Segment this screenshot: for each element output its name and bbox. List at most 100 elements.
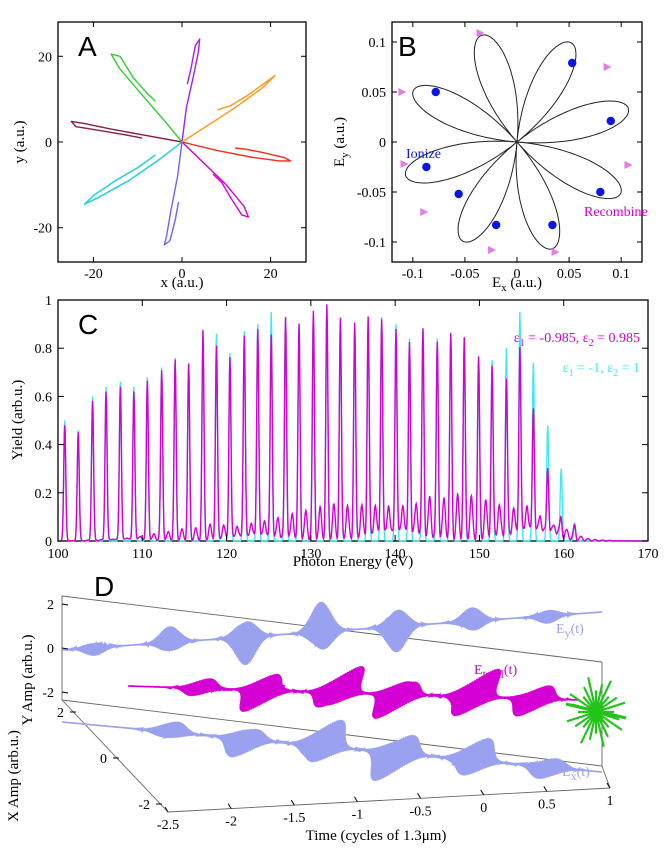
x-tick-label: 140: [385, 547, 406, 562]
star-ray: [595, 680, 612, 713]
time-tick-label: -1: [352, 808, 364, 823]
star-ray: [580, 711, 597, 744]
panel-d: D -2.5 -2 -1.5 -1 -0.5 0 0.5 1-202-202 Ey(t) Et…: [6, 571, 627, 844]
recombine-point: [551, 248, 560, 256]
time-tick: [417, 793, 422, 799]
xamp-tick-label: -2: [138, 798, 150, 813]
star-ray: [595, 696, 618, 713]
yamp-tick-label: 0: [47, 642, 54, 657]
time-tick-label: -1.5: [283, 811, 305, 826]
panel-c-letter: C: [78, 309, 98, 340]
box-edge: [61, 699, 169, 813]
star-ray: [566, 710, 597, 723]
yamp-tick-label: 2: [47, 598, 54, 613]
ionize-point: [606, 116, 615, 126]
star-ray: [594, 711, 605, 748]
star-ray: [595, 701, 626, 714]
x-tick-label: 100: [48, 547, 69, 562]
panel-d-ticks: -2.5 -2 -1.5 -1 -0.5 0 0.5 1-202-202: [42, 598, 613, 833]
time-tick-label: -2.5: [157, 818, 179, 833]
time-tick: [606, 782, 611, 789]
y-tick-label: 1: [45, 294, 52, 309]
panel-b-letter: B: [398, 31, 417, 62]
panel-d-waveforms: [61, 601, 627, 782]
waveform-path: [61, 601, 603, 666]
panel-d-ylabel-y: Y Amp (arb.u.): [20, 634, 36, 725]
ionize-point: [596, 187, 605, 197]
ionize-point: [422, 162, 431, 172]
panel-a-ylabel: y (a.u.): [12, 121, 28, 164]
panel-a-xlabel: x (a.u.): [161, 275, 204, 291]
x-tick-label: 110: [132, 547, 152, 562]
y-tick-label: 0: [45, 535, 52, 550]
panel-d-etotal-label: Etotal(t): [474, 663, 517, 681]
y-tick-label: -0.1: [364, 236, 386, 251]
yamp-tick: [61, 647, 69, 650]
time-tick-label: 0.5: [538, 797, 556, 812]
y-tick-label: 0.4: [35, 439, 53, 454]
time-tick-label: 1: [607, 794, 614, 809]
x-tick-label: 120: [216, 547, 237, 562]
xamp-tick-label: 2: [57, 706, 64, 721]
recombine-point: [603, 63, 612, 71]
time-tick-label: -2: [225, 815, 237, 830]
panel-b: B -0.1 -0.05 0 0.05 0.1 -0.1 -0.05 0 0.05 0.1 Ion…: [332, 21, 648, 294]
yamp-tick-label: -2: [42, 686, 54, 701]
time-tick: [543, 786, 548, 792]
star-ray: [574, 711, 597, 728]
trajectory-line: [83, 141, 183, 205]
star-ray: [587, 676, 598, 713]
field-polarization-star: [565, 676, 627, 748]
panel-c: C 100 110 120 130 140 150 160 17000.20.40.60.81…: [10, 294, 659, 570]
time-tick: [353, 796, 358, 802]
trajectory-line: [83, 141, 183, 205]
trajectory-line: [181, 74, 276, 143]
panel-c-ylabel: Yield (arb.u.): [10, 380, 26, 460]
panel-b-recombine-label: Recombine: [584, 205, 648, 220]
panel-c-frame: [57, 299, 649, 542]
waveform-path: [128, 665, 580, 720]
star-ray: [565, 702, 627, 720]
y-tick-label: 0: [379, 136, 386, 151]
trajectory-line: [181, 141, 250, 218]
time-tick-label: 0: [480, 801, 487, 816]
y-tick-label: -0.05: [357, 186, 386, 201]
x-tick-label: 160: [553, 547, 574, 562]
recombine-point: [476, 29, 485, 37]
panel-c-series-magenta: [57, 304, 649, 542]
x-tick-label: 0.1: [612, 267, 630, 282]
recombine-point: [624, 161, 633, 169]
panel-c-legend-cyan: ε1 = -1, ε2 = 1: [563, 361, 640, 379]
recombine-point: [488, 246, 496, 254]
ionize-point: [491, 220, 501, 230]
x-tick-label: 20: [264, 267, 278, 282]
ionize-point: [548, 220, 557, 230]
waveform: [61, 601, 603, 666]
x-tick-label: -20: [84, 267, 103, 282]
waveform: [62, 719, 602, 782]
yamp-tick: [61, 603, 69, 606]
panel-b-ionize-label: Ionize: [406, 147, 441, 162]
panel-d-ey-label: Ey(t): [556, 622, 584, 640]
x-tick-label: 0: [514, 267, 521, 282]
ionize-point: [568, 58, 577, 68]
panel-c-ticks: 100 110 120 130 140 150 160 170 0 0.2 0.4 0.6 0.8 1: [35, 294, 659, 562]
box-edge: [601, 765, 611, 789]
ionize-point: [431, 87, 440, 97]
panel-b-xlabel: Ex (a.u.): [492, 275, 542, 294]
panel-a-trajectories: [70, 38, 292, 246]
panel-b-frame: [391, 21, 643, 263]
panel-d-letter: D: [94, 571, 114, 602]
trajectory-line: [181, 38, 201, 143]
panel-a-letter: A: [78, 31, 97, 62]
box-edge: [167, 787, 611, 813]
waveform-path: [62, 719, 602, 782]
x-tick-label: 130: [300, 547, 321, 562]
panel-b-ticks: -0.1 -0.05 0 0.05 0.1 -0.1 -0.05 0 0.05 0.1: [357, 22, 642, 282]
panel-c-xlabel: Photon Energy (eV): [293, 554, 414, 570]
panel-a: A -20 0 20 -20 0 20 x (a.u.) y (a.u.): [12, 21, 307, 291]
time-tick: [290, 799, 295, 806]
y-tick-label: 0.2: [35, 487, 53, 502]
xamp-tick-label: 0: [100, 752, 107, 767]
time-tick: [227, 803, 232, 809]
